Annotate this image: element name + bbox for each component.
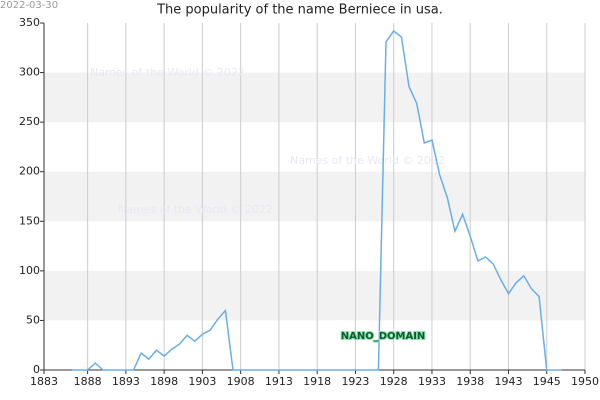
watermark: Names of the World © 2022 bbox=[118, 203, 273, 216]
x-tick-label: 1888 bbox=[74, 375, 102, 388]
domain-label: NANO_DOMAIN bbox=[341, 331, 426, 342]
y-tick-label: 150 bbox=[19, 214, 40, 227]
y-tick-label: 350 bbox=[19, 16, 40, 29]
grid-band bbox=[44, 171, 585, 222]
x-tick-label: 1908 bbox=[227, 375, 255, 388]
line-series bbox=[72, 29, 562, 371]
x-tick-label: 1883 bbox=[30, 375, 58, 388]
watermark: Names of the World © 2022 bbox=[290, 154, 445, 167]
y-tick-label: 100 bbox=[19, 264, 40, 277]
x-tick-label: 1938 bbox=[456, 375, 484, 388]
x-tick-label: 1945 bbox=[533, 375, 561, 388]
x-tick-label: 1903 bbox=[188, 375, 216, 388]
x-tick-label: 1913 bbox=[265, 375, 293, 388]
chart-title: The popularity of the name Berniece in u… bbox=[156, 3, 443, 18]
y-tick-label: 50 bbox=[26, 313, 40, 326]
x-tick-label: 1943 bbox=[494, 375, 522, 388]
x-tick-label: 1923 bbox=[341, 375, 369, 388]
date-stamp: 2022-03-30 bbox=[0, 0, 58, 11]
grid-band bbox=[44, 72, 585, 123]
y-tick-label: 0 bbox=[33, 363, 40, 376]
x-tick-label: 1893 bbox=[112, 375, 140, 388]
watermark: Names of the World © 2022 bbox=[90, 66, 245, 79]
grid-band bbox=[44, 270, 585, 321]
x-tick-label: 1898 bbox=[150, 375, 178, 388]
x-tick-label: 1928 bbox=[380, 375, 408, 388]
x-tick-label: 1950 bbox=[571, 375, 599, 388]
x-tick-label: 1933 bbox=[418, 375, 446, 388]
x-tick-label: 1918 bbox=[303, 375, 331, 388]
y-tick-label: 200 bbox=[19, 165, 40, 178]
y-tick-label: 250 bbox=[19, 115, 40, 128]
y-tick-label: 300 bbox=[19, 66, 40, 79]
